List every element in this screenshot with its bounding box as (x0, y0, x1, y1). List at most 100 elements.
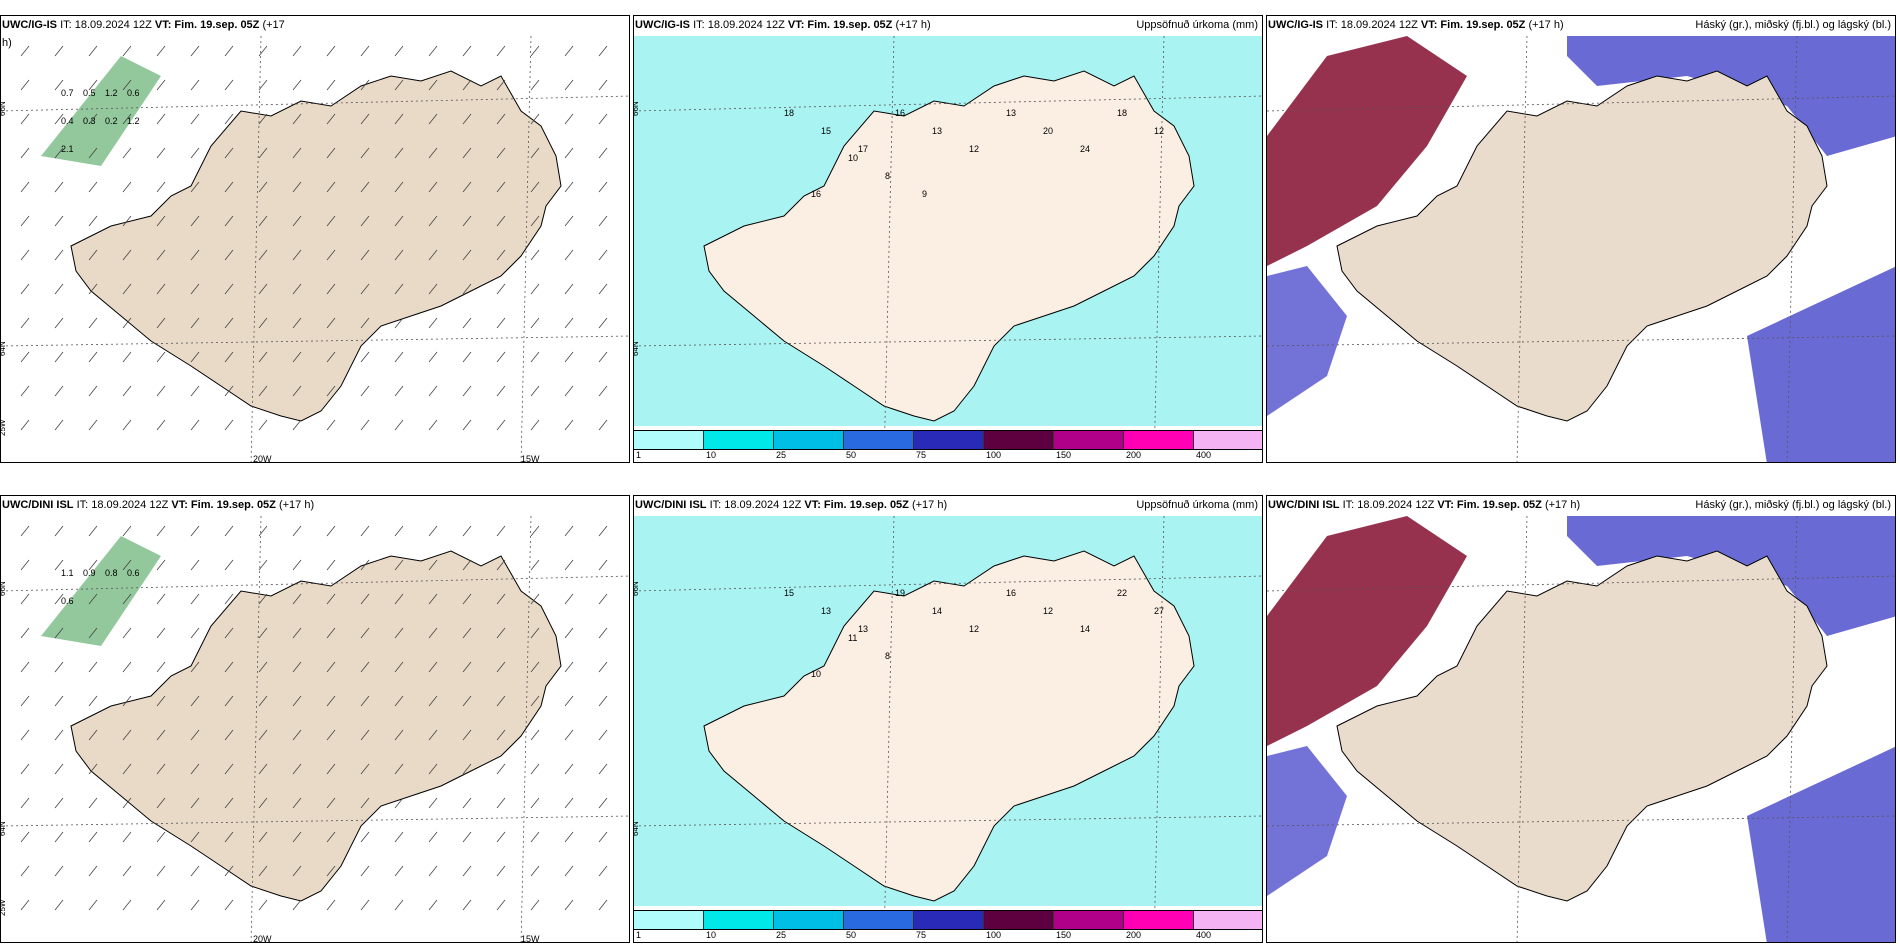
wind-barb (122, 661, 132, 673)
value-label: 8 (885, 651, 890, 661)
wind-barb (598, 525, 608, 537)
wind-barb (428, 181, 438, 193)
value-label: 10 (811, 669, 821, 679)
wind-barb (598, 45, 608, 57)
wind-barb (224, 419, 234, 431)
wind-barb (258, 317, 268, 329)
wind-barb (292, 385, 302, 397)
value-label: 0.8 (105, 568, 118, 578)
grid-line (1267, 95, 1895, 112)
wind-barb (326, 79, 336, 91)
wind-barb (564, 317, 574, 329)
wind-barb (326, 215, 336, 227)
wind-barb (190, 351, 200, 363)
wind-barb (530, 899, 540, 911)
wind-barb (530, 729, 540, 741)
wind-barb (360, 45, 370, 57)
wind-barb (190, 593, 200, 605)
wind-barb (394, 79, 404, 91)
wind-barb (394, 385, 404, 397)
wind-barb (292, 215, 302, 227)
wind-barb (190, 215, 200, 227)
wind-barb (598, 865, 608, 877)
wind-barb (292, 147, 302, 159)
wind-barb (564, 351, 574, 363)
wind-barb (224, 525, 234, 537)
wind-barb (564, 419, 574, 431)
precip-panel-dini: 15 13 13 19 14 12 16 12 14 22 27 10 11 8 66N 64N UWC/DI… (633, 495, 1263, 943)
wind-barb (496, 385, 506, 397)
wind-barb (156, 79, 166, 91)
wind-barb (122, 113, 132, 125)
colorbar-tick: 150 (1056, 450, 1072, 460)
wind-barb (20, 627, 30, 639)
cloud-map (1267, 35, 1895, 462)
wind-barb (156, 283, 166, 295)
wind-barb (258, 865, 268, 877)
wind-barb (224, 559, 234, 571)
value-label: 12 (969, 144, 979, 154)
wind-barb (292, 831, 302, 843)
wind-barb (88, 317, 98, 329)
wind-barb (496, 317, 506, 329)
grid-line (520, 515, 532, 942)
iceland-land (703, 550, 1195, 902)
lon-label: 20W (253, 934, 272, 943)
wind-field (41, 536, 161, 646)
wind-barb (190, 181, 200, 193)
wind-barb (88, 283, 98, 295)
wind-barb (190, 899, 200, 911)
wind-barb (462, 899, 472, 911)
wind-barb (258, 79, 268, 91)
wind-barb (122, 899, 132, 911)
wind-barb (122, 729, 132, 741)
value-label: 13 (932, 126, 942, 136)
wind-barb (190, 45, 200, 57)
wind-barb (54, 113, 64, 125)
value-label: 16 (1006, 588, 1016, 598)
wind-barb (428, 385, 438, 397)
wind-barb (394, 899, 404, 911)
wind-barb (564, 627, 574, 639)
wind-barb (462, 831, 472, 843)
wind-barb (190, 763, 200, 775)
wind-barb (292, 351, 302, 363)
panel-header: UWC/IG-IS IT: 18.09.2024 12Z VT: Fim. 19… (1268, 19, 1891, 31)
value-label: 0.2 (105, 116, 118, 126)
wind-barb (122, 45, 132, 57)
value-label: 13 (858, 624, 868, 634)
wind-barb (292, 899, 302, 911)
value-label: 20 (1043, 126, 1053, 136)
wind-barb (190, 865, 200, 877)
wind-barb (54, 317, 64, 329)
wind-barb (224, 385, 234, 397)
value-label: 0.6 (127, 88, 140, 98)
wind-barb (326, 695, 336, 707)
wind-barb (190, 79, 200, 91)
wind-barb (530, 865, 540, 877)
wind-barb (428, 249, 438, 261)
wind-barb (326, 181, 336, 193)
wind-barb (496, 797, 506, 809)
colorbar-tick: 25 (776, 450, 787, 460)
wind-barb (20, 797, 30, 809)
colorbar-swatch (634, 911, 704, 929)
wind-barb (496, 113, 506, 125)
wind-barb (258, 695, 268, 707)
value-label: 0.5 (83, 88, 96, 98)
wind-barb (122, 249, 132, 261)
wind-barb (224, 283, 234, 295)
cloud-map (1267, 515, 1895, 942)
colorbar-ticks: 1 10 25 50 75 100 150 200 400 (634, 930, 1262, 942)
wind-barb (258, 385, 268, 397)
wind-barb (190, 525, 200, 537)
colorbar-swatches (634, 430, 1262, 450)
wind-barb (258, 831, 268, 843)
wind-barb (156, 899, 166, 911)
colorbar-tick: 1 (636, 930, 642, 940)
wind-barb (54, 865, 64, 877)
wind-barb (428, 899, 438, 911)
wind-barb (462, 113, 472, 125)
wind-barb (394, 317, 404, 329)
wind-barb (394, 249, 404, 261)
